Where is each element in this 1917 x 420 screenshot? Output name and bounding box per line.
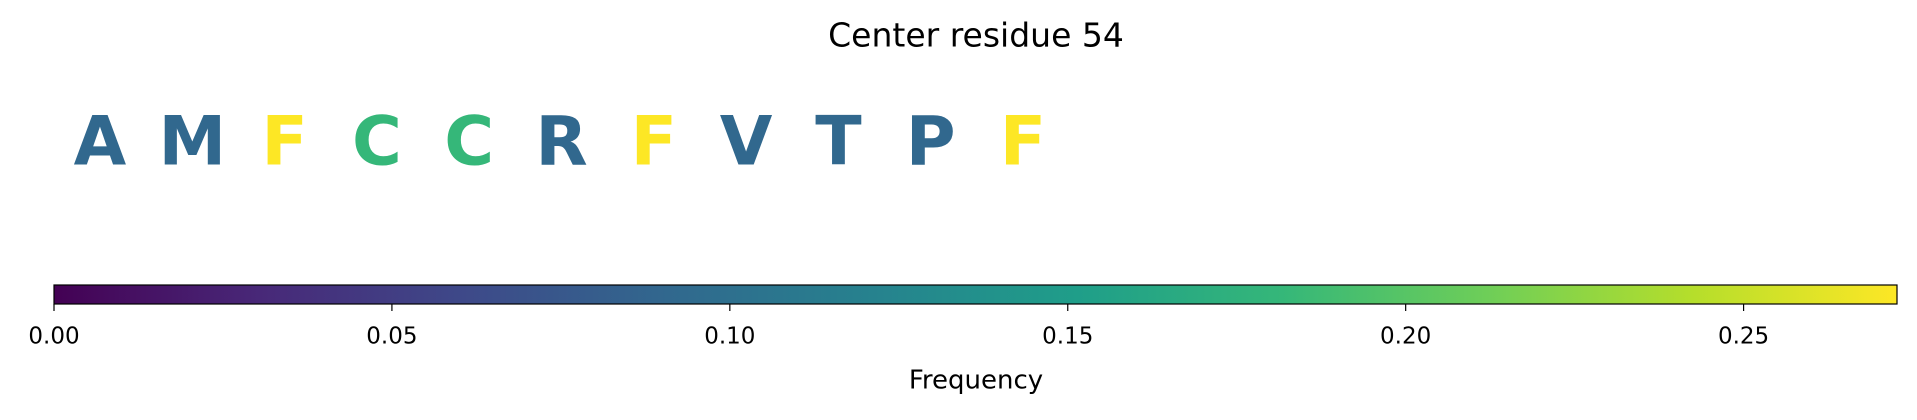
residue-letter: M bbox=[158, 103, 226, 182]
residue-letter: F bbox=[1000, 103, 1046, 182]
residue-letter: F bbox=[631, 103, 677, 182]
residue-letter: C bbox=[444, 103, 494, 182]
residue-letter: V bbox=[720, 103, 773, 182]
x-axis-label: Frequency bbox=[909, 366, 1043, 396]
residue-letter: A bbox=[74, 103, 127, 182]
residue-letter: P bbox=[906, 103, 956, 182]
x-tick-label: 0.25 bbox=[1718, 324, 1769, 350]
residue-letter: C bbox=[352, 103, 402, 182]
x-tick-label: 0.00 bbox=[28, 324, 79, 350]
chart-title: Center residue 54 bbox=[828, 16, 1124, 55]
colorbar bbox=[53, 284, 1898, 305]
residue-letter: T bbox=[815, 103, 862, 182]
x-tick-label: 0.20 bbox=[1380, 324, 1431, 350]
residue-letter: R bbox=[535, 103, 587, 182]
x-tick-label: 0.10 bbox=[704, 324, 755, 350]
x-tick-label: 0.15 bbox=[1042, 324, 1093, 350]
x-tick-label: 0.05 bbox=[366, 324, 417, 350]
residue-letter: F bbox=[261, 103, 307, 182]
